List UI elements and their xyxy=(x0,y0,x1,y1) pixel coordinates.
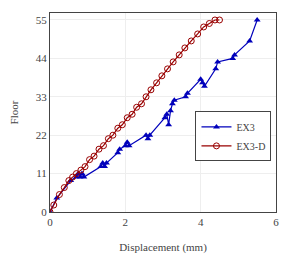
svg-text:Displacement (mm): Displacement (mm) xyxy=(119,241,207,254)
svg-text:55: 55 xyxy=(36,14,48,26)
svg-text:Floor: Floor xyxy=(8,100,20,124)
svg-text:33: 33 xyxy=(36,91,48,103)
svg-text:EX3-D: EX3-D xyxy=(236,141,265,152)
svg-text:2: 2 xyxy=(123,216,129,228)
svg-text:4: 4 xyxy=(198,216,204,228)
svg-text:22: 22 xyxy=(36,129,47,141)
svg-text:44: 44 xyxy=(36,52,48,64)
svg-text:0: 0 xyxy=(47,216,53,228)
svg-text:EX3: EX3 xyxy=(236,122,254,133)
svg-text:0: 0 xyxy=(41,206,47,218)
svg-text:6: 6 xyxy=(273,216,279,228)
svg-text:11: 11 xyxy=(36,167,47,179)
